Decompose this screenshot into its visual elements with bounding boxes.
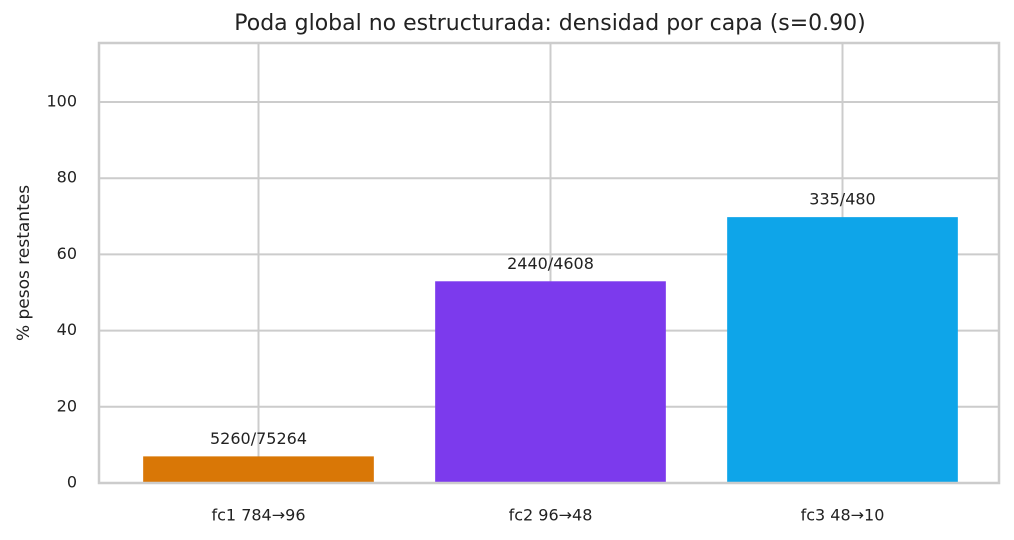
value-label: 2440/4608 [507,254,594,273]
plot-frame [97,41,1001,485]
y-axis-label: % pesos restantes [14,185,34,341]
chart-title: Poda global no estructurada: densidad po… [234,11,865,36]
y-tick-label: 80 [57,168,77,187]
value-label: 5260/75264 [210,429,307,448]
y-tick-label: 60 [57,244,77,263]
x-tick-label: fc1 784→96 [212,506,306,525]
y-tick-label: 20 [57,396,77,415]
y-tick-label: 0 [67,473,77,492]
value-label: 335/480 [809,190,875,209]
bar [727,217,958,483]
y-tick-label: 40 [57,320,77,339]
y-tick-label: 100 [46,92,77,111]
bar [143,456,374,483]
bar [435,281,666,483]
x-tick-label: fc3 48→10 [801,506,885,525]
x-tick-label: fc2 96→48 [509,506,593,525]
